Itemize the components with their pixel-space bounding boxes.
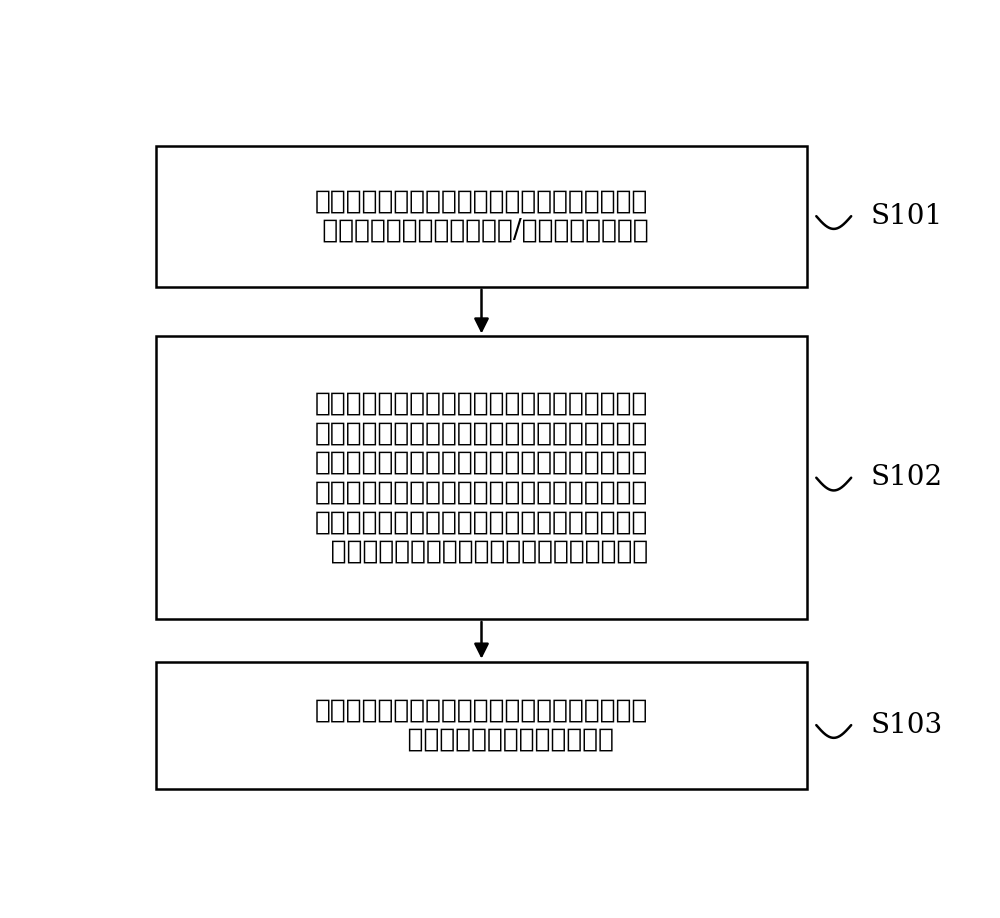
- Text: 获取预定信号范围，上述预定信号范围包括第一: 获取预定信号范围，上述预定信号范围包括第一: [315, 390, 648, 417]
- Text: S101: S101: [871, 203, 943, 230]
- Text: S102: S102: [871, 465, 943, 491]
- Text: 的最大振动信号和最小振动信号构成的范围；: 的最大振动信号和最小振动信号构成的范围；: [314, 539, 649, 565]
- Text: S103: S103: [871, 711, 943, 739]
- Bar: [156, 145, 807, 286]
- Bar: [156, 336, 807, 619]
- Text: 根据上述第一信号以及上述预定信号范围，确定: 根据上述第一信号以及上述预定信号范围，确定: [315, 698, 648, 723]
- Text: 二预定信号范围为上述激光雷达在无故障情况下: 二预定信号范围为上述激光雷达在无故障情况下: [315, 509, 648, 535]
- Text: 预定信号范围和第二预定信号范围，上述第一预: 预定信号范围和第二预定信号范围，上述第一预: [315, 420, 648, 446]
- Bar: [156, 662, 807, 789]
- Text: 一信号包括第一声音信号和/或第一振动信号；: 一信号包括第一声音信号和/或第一振动信号；: [314, 218, 649, 244]
- Text: 上述激光雷达是否出现故障。: 上述激光雷达是否出现故障。: [349, 727, 614, 753]
- Text: 定信号范围为上述激光雷达在无故障情况下的最: 定信号范围为上述激光雷达在无故障情况下的最: [315, 450, 648, 476]
- Text: 实时获取运行中的激光雷达的第一信号，上述第: 实时获取运行中的激光雷达的第一信号，上述第: [315, 188, 648, 214]
- Text: 大声音信号和最小声音信号构成的范围，上述第: 大声音信号和最小声音信号构成的范围，上述第: [315, 479, 648, 506]
